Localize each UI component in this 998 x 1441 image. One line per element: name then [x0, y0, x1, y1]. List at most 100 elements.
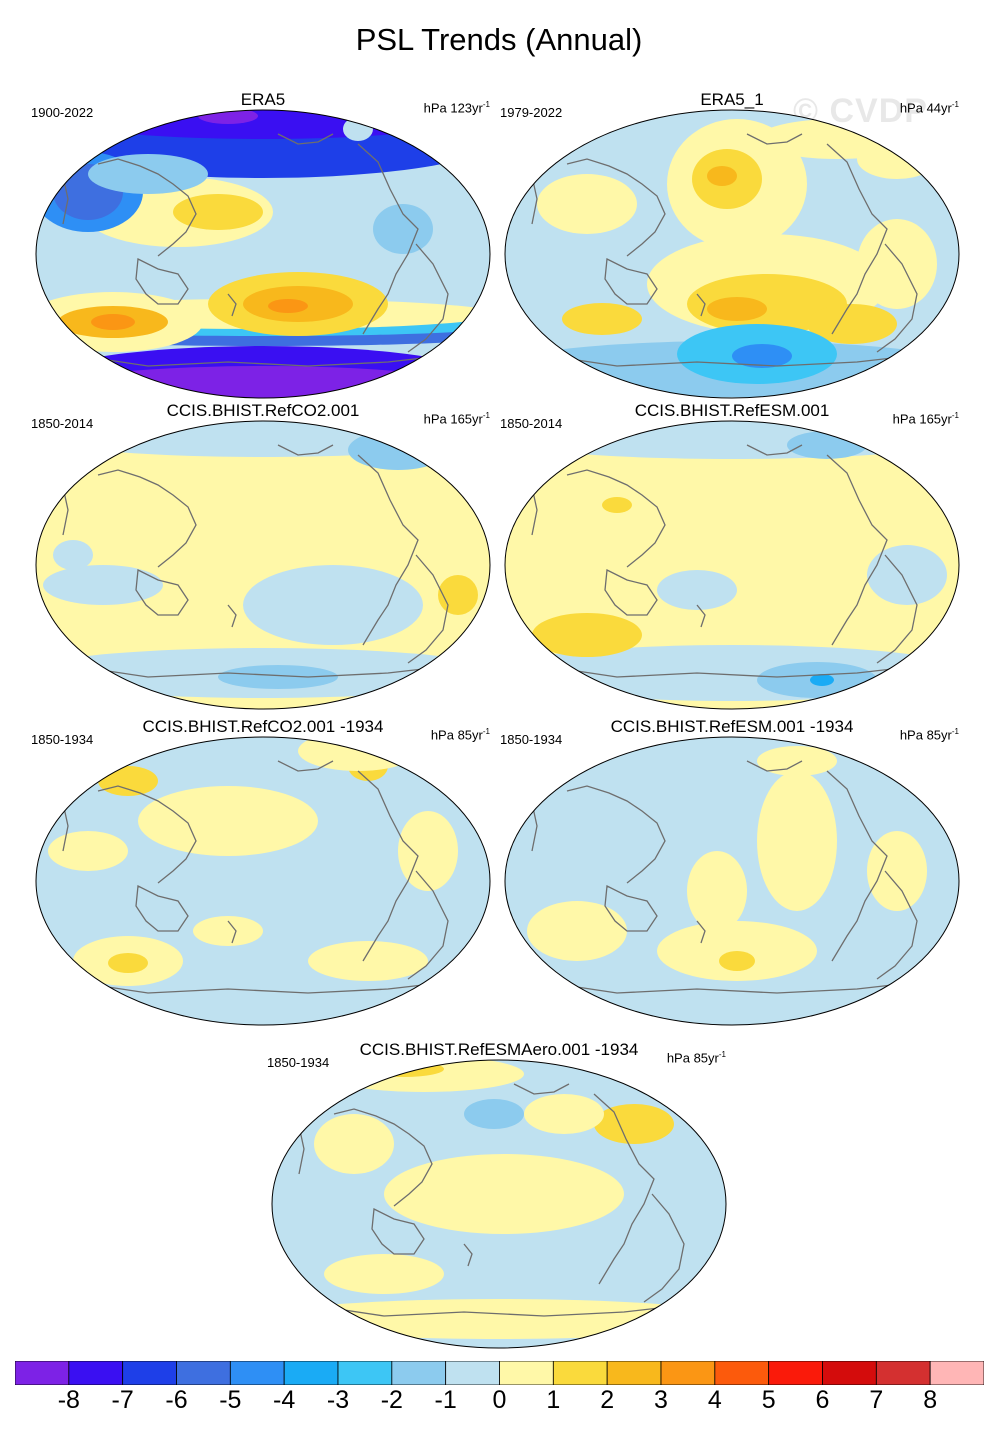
coastline: [227, 604, 237, 628]
coastline: [135, 884, 189, 932]
panel-period: 1900-2022: [31, 105, 94, 120]
panel-title: ERA5_1: [700, 90, 764, 109]
colorbar-box: [229, 1361, 285, 1385]
coastline: [604, 257, 658, 305]
colorbar-label: 6: [815, 1386, 830, 1414]
coastline: [746, 444, 803, 456]
contour-region: [272, 1299, 726, 1339]
colorbar-box: [768, 1361, 823, 1385]
colorbar-label: -1: [434, 1386, 457, 1414]
coastline: [97, 158, 197, 257]
panel-period: 1850-1934: [267, 1055, 330, 1070]
contour-region: [707, 166, 737, 186]
colorbar-label: -5: [219, 1386, 242, 1414]
colorbar-label: -3: [326, 1386, 350, 1414]
contour-region: [438, 575, 478, 615]
map-panel-refco2-1934: CCIS.BHIST.RefCO2.001 -1934 1850-1934 hP…: [28, 717, 498, 1031]
contour-region: [687, 851, 747, 931]
colorbar-box: [822, 1361, 877, 1385]
coastline: [135, 568, 189, 616]
colorbar-label: -4: [273, 1386, 296, 1414]
contour-region: [398, 811, 458, 891]
colorbar-label: -6: [165, 1386, 188, 1414]
map-panel-refco2: CCIS.BHIST.RefCO2.001 1850-2014 hPa 165y…: [28, 401, 498, 715]
contour-region: [384, 1154, 624, 1234]
coastline: [826, 143, 888, 335]
coastline: [604, 568, 658, 616]
coastline: [593, 1093, 655, 1285]
contour-region: [807, 304, 897, 344]
panel-units: hPa 85yr-1: [430, 727, 490, 743]
colorbar-label: 5: [761, 1386, 776, 1414]
contour-region: [757, 771, 837, 911]
panel-period: 1850-2014: [31, 416, 94, 431]
coastline: [746, 760, 803, 772]
colorbar-label: -8: [57, 1386, 80, 1414]
contour-region: [43, 565, 163, 605]
contour-region: [324, 1254, 444, 1294]
map-panel-refesm: CCIS.BHIST.RefESM.001 1850-2014 hPa 165y…: [497, 401, 967, 715]
coastline: [67, 664, 459, 678]
panel-units: hPa 165yr-1: [423, 411, 490, 427]
coastline: [876, 870, 918, 980]
coastline: [97, 469, 197, 568]
contour-region: [527, 901, 627, 961]
map-border: [271, 1059, 727, 1349]
colorbar-box: [337, 1361, 393, 1385]
contour-region: [594, 1104, 674, 1144]
contour-region: [268, 299, 308, 313]
colorbar-label: 0: [492, 1386, 507, 1414]
coastline: [333, 1108, 433, 1207]
colorbar: [15, 1361, 984, 1385]
coastline: [407, 554, 449, 664]
coastline: [876, 554, 918, 664]
contour-region: [787, 431, 867, 459]
coastline: [357, 143, 419, 335]
contour-region: [48, 831, 128, 871]
map-panel-era5-1: ERA5_1 1979-2022 hPa 44yr-1: [497, 90, 967, 404]
coastline: [536, 353, 928, 367]
coastline: [277, 760, 334, 772]
colorbar-label: -7: [111, 1386, 134, 1414]
panel-period: 1850-2014: [500, 416, 563, 431]
colorbar-labels: -8 -7 -6 -5 -4 -3 -2 -1 0 1 2 3 4 5 6 7 8: [0, 1386, 998, 1422]
panel-title: CCIS.BHIST.RefESMAero.001 -1934: [359, 1040, 639, 1059]
coastline: [696, 293, 706, 317]
map: [35, 736, 491, 1026]
contour-region: [757, 746, 837, 776]
map-panel-refesmaero-1934: CCIS.BHIST.RefESMAero.001 -1934 1850-193…: [264, 1040, 734, 1354]
panel-title: CCIS.BHIST.RefESM.001: [634, 401, 830, 420]
contour-region: [43, 421, 483, 457]
field: [505, 421, 959, 709]
contour-region: [364, 1061, 444, 1077]
coastline: [826, 770, 888, 962]
map-panel-era5: ERA5 1900-2022 hPa 123yr-1: [28, 90, 498, 404]
coastline: [357, 454, 419, 646]
map: [271, 1059, 727, 1349]
panel-period: 1850-1934: [31, 732, 94, 747]
coastline: [826, 454, 888, 646]
contour-region: [867, 831, 927, 911]
coastline: [407, 870, 449, 980]
contour-region: [810, 674, 834, 686]
contour-region: [98, 766, 158, 796]
field: [505, 110, 959, 398]
coastline: [97, 785, 197, 884]
contour-region: [218, 665, 338, 689]
colorbar-box: [176, 1361, 231, 1385]
coastline: [696, 920, 706, 944]
panel-title: CCIS.BHIST.RefCO2.001: [166, 401, 360, 420]
coastline: [536, 980, 928, 994]
colorbar-box: [714, 1361, 770, 1385]
panel-units: hPa 123yr-1: [423, 100, 490, 116]
coastline: [876, 243, 918, 353]
contour-region: [53, 540, 93, 570]
contour-region: [308, 941, 428, 981]
panel-period: 1979-2022: [500, 105, 563, 120]
coastline: [407, 243, 449, 353]
contour-region: [108, 953, 148, 973]
coastline: [67, 980, 459, 994]
colorbar-label: 7: [869, 1386, 884, 1414]
colorbar-label: -2: [380, 1386, 403, 1414]
colorbar-box: [499, 1361, 554, 1385]
